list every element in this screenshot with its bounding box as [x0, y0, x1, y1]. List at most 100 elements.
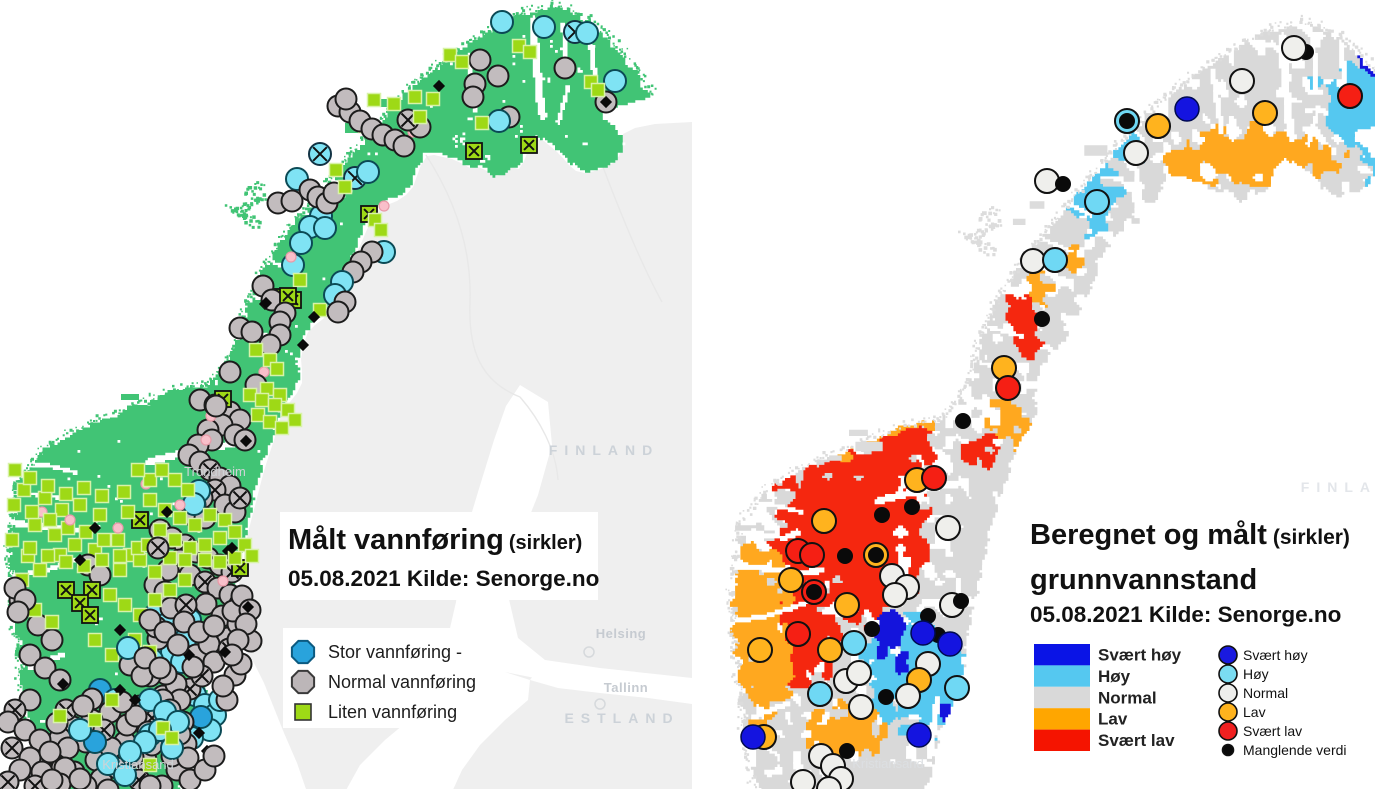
- map-marker-s: [454, 54, 470, 70]
- map-marker-k: [192, 726, 206, 740]
- map-marker-s: [76, 480, 92, 496]
- map-marker-s: [242, 387, 258, 403]
- map-marker-s: [147, 592, 163, 608]
- right-zone-gry: [732, 23, 1374, 789]
- map-marker-s: [32, 562, 48, 578]
- map-marker-s: [16, 482, 32, 498]
- map-marker-L: [1337, 83, 1363, 109]
- map-marker-s: [425, 91, 441, 107]
- map-marker-c: [356, 160, 380, 184]
- map-marker-s: [267, 397, 283, 413]
- map-marker-s: [212, 530, 228, 546]
- map-marker-g: [553, 56, 577, 80]
- map-marker-s: [212, 554, 228, 570]
- map-marker-L: [921, 465, 947, 491]
- map-marker-g: [68, 767, 92, 789]
- map-marker-g: [202, 744, 226, 768]
- map-marker-L: [785, 621, 811, 647]
- map-marker-s: [120, 504, 136, 520]
- map-marker-k: [88, 521, 102, 535]
- map-marker-s: [412, 109, 428, 125]
- right-map-title: Beregnet og målt (sirkler): [1030, 519, 1350, 551]
- map-marker-g: [392, 134, 416, 158]
- map-marker-k: [73, 553, 87, 567]
- map-marker-k: [239, 434, 253, 448]
- map-marker-s: [96, 532, 112, 548]
- map-marker-s: [147, 564, 163, 580]
- bg-label-left-3: Tallinn: [604, 680, 648, 695]
- map-marker-c: [96, 752, 120, 776]
- map-marker-n: [816, 776, 842, 789]
- map-marker-s: [154, 462, 170, 478]
- map-marker-s: [164, 730, 180, 746]
- map-marker-p: [112, 522, 124, 534]
- map-marker-p: [285, 251, 297, 263]
- map-marker-s: [292, 272, 308, 288]
- map-marker-s: [27, 517, 43, 533]
- map-marker-g: [18, 643, 42, 667]
- map-marker-s: [167, 532, 183, 548]
- left-legend-label-0: Stor vannføring -: [328, 642, 462, 662]
- map-marker-g: [218, 360, 242, 384]
- left-map-subtitle: 05.08.2021 Kilde: Senorge.no: [288, 566, 599, 591]
- map-marker-gx-cross: [232, 490, 248, 506]
- map-marker-g: [486, 64, 510, 88]
- map-marker-m: [868, 547, 884, 563]
- map-marker-c: [113, 763, 137, 787]
- circle-legend-swatch-4: [1218, 721, 1238, 741]
- map-marker-sx-cross: [86, 584, 98, 596]
- map-marker-g: [148, 656, 172, 680]
- map-marker-s: [72, 497, 88, 513]
- map-marker-s: [67, 537, 83, 553]
- map-marker-gx-cross: [150, 540, 166, 556]
- map-marker-s: [102, 587, 118, 603]
- map-marker-l: [811, 508, 837, 534]
- map-marker-s: [22, 540, 38, 556]
- map-marker-n: [1229, 68, 1255, 94]
- map-marker-p: [200, 434, 212, 446]
- left-legend-label-2: Liten vannføring: [328, 702, 457, 722]
- map-marker-g: [71, 694, 95, 718]
- map-marker-g: [124, 704, 148, 728]
- map-marker-gx-cross: [27, 778, 43, 789]
- map-marker-s: [202, 507, 218, 523]
- map-marker-g: [138, 774, 162, 789]
- map-marker-m: [1034, 311, 1050, 327]
- map-marker-l: [817, 637, 843, 663]
- scale-label-1: Høy: [1098, 667, 1131, 686]
- map-marker-s: [269, 361, 285, 377]
- map-marker-s: [58, 486, 74, 502]
- map-marker-c: [116, 636, 140, 660]
- map-marker-k: [113, 623, 127, 637]
- map-marker-s: [287, 412, 303, 428]
- map-marker-k: [599, 95, 613, 109]
- map-marker-s: [37, 490, 53, 506]
- map-marker-h: [807, 681, 833, 707]
- map-marker-c: [118, 740, 142, 764]
- map-marker-k: [225, 541, 239, 555]
- map-marker-g: [38, 740, 62, 764]
- map-marker-g: [33, 656, 57, 680]
- map-marker-s: [42, 512, 58, 528]
- map-marker-m: [874, 507, 890, 523]
- map-marker-s: [6, 497, 22, 513]
- map-marker-s: [40, 478, 56, 494]
- map-marker-s: [142, 492, 158, 508]
- map-marker-k: [56, 677, 70, 691]
- scale-label-3: Lav: [1098, 710, 1128, 729]
- map-marker-s: [328, 162, 344, 178]
- scale-bar-1: [1034, 665, 1090, 687]
- map-marker-s: [52, 708, 68, 724]
- map-marker-s: [112, 548, 128, 564]
- right-map-subtitle: 05.08.2021 Kilde: Senorge.no: [1030, 602, 1341, 627]
- map-marker-s: [274, 420, 290, 436]
- map-marker-g: [334, 87, 358, 111]
- map-marker-c: [532, 15, 556, 39]
- map-marker-s: [40, 548, 56, 564]
- map-marker-s: [87, 712, 103, 728]
- circle-legend-swatch-3: [1218, 702, 1238, 722]
- map-marker-c: [487, 109, 511, 133]
- map-marker-s: [254, 392, 270, 408]
- left-title-text: Målt vannføring: [288, 524, 504, 556]
